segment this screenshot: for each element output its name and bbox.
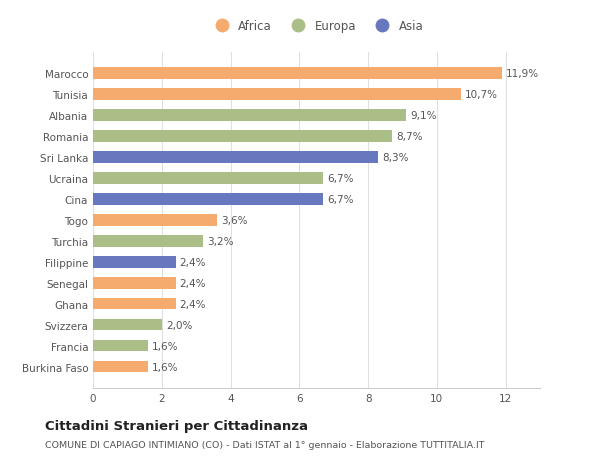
Bar [93,361,148,373]
Text: COMUNE DI CAPIAGO INTIMIANO (CO) - Dati ISTAT al 1° gennaio - Elaborazione TUTTI: COMUNE DI CAPIAGO INTIMIANO (CO) - Dati … [45,441,485,449]
Text: 9,1%: 9,1% [410,111,437,121]
Text: 8,7%: 8,7% [396,132,423,141]
Text: 2,0%: 2,0% [166,320,192,330]
Text: 3,6%: 3,6% [221,215,247,225]
Bar [93,277,176,289]
Text: 2,4%: 2,4% [179,257,206,267]
Bar [93,340,148,352]
Legend: Africa, Europa, Asia: Africa, Europa, Asia [205,15,428,38]
Bar [93,173,323,184]
Bar [93,110,406,121]
Bar [93,131,392,142]
Bar [93,298,176,310]
Bar [93,214,217,226]
Text: 10,7%: 10,7% [465,90,498,100]
Text: 1,6%: 1,6% [152,362,179,372]
Bar [93,194,323,205]
Text: 6,7%: 6,7% [328,174,354,184]
Bar [93,89,461,101]
Text: 2,4%: 2,4% [179,299,206,309]
Text: Cittadini Stranieri per Cittadinanza: Cittadini Stranieri per Cittadinanza [45,419,308,432]
Text: 2,4%: 2,4% [179,278,206,288]
Text: 3,2%: 3,2% [207,236,233,246]
Text: 11,9%: 11,9% [506,69,539,79]
Text: 8,3%: 8,3% [383,152,409,162]
Text: 6,7%: 6,7% [328,195,354,204]
Bar [93,257,176,268]
Bar [93,235,203,247]
Text: 1,6%: 1,6% [152,341,179,351]
Bar [93,319,162,331]
Bar [93,68,502,79]
Bar [93,152,379,163]
